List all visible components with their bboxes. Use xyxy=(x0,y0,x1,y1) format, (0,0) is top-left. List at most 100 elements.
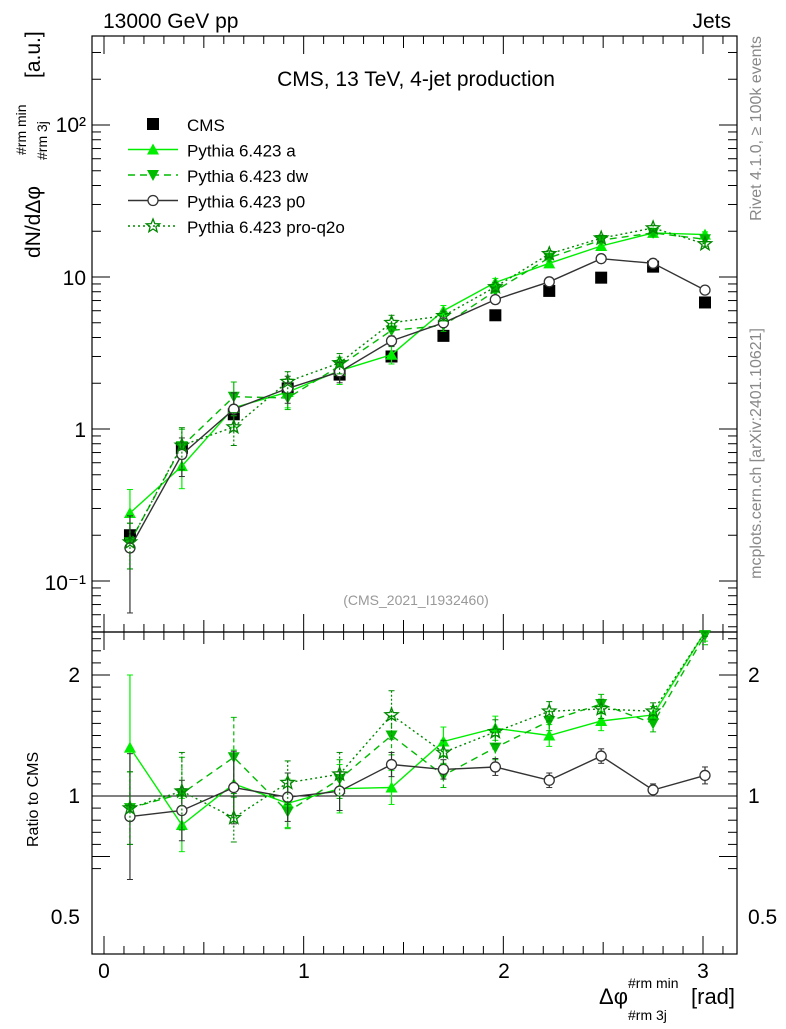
legend-item-pythia-6-423-a: Pythia 6.423 a xyxy=(128,142,296,161)
series-pythia-6-423-p0 xyxy=(124,253,711,614)
ratio-point xyxy=(647,784,659,796)
x-axis-label-unit: [rad] xyxy=(691,984,735,1009)
legend-marker xyxy=(144,217,162,234)
series-line-pythia-6-423-pro-q2o xyxy=(129,227,706,543)
ratio-point xyxy=(225,808,243,825)
data-point xyxy=(543,276,555,288)
ratio-point xyxy=(333,785,346,797)
ratio-tick-label-1: 1 xyxy=(68,785,80,808)
series-pythia-6-423-pro-q2o xyxy=(121,219,714,570)
ratio-point xyxy=(595,750,607,762)
data-point xyxy=(489,309,502,322)
ratio-tick-label-0.5: 0.5 xyxy=(51,906,80,929)
ratio-point xyxy=(385,758,398,771)
ratio-axis-label: Ratio to CMS xyxy=(25,752,42,847)
y-axis-label: dN/dΔφ #rm min #rm 3j [a.u.] xyxy=(13,31,50,258)
ratio-point xyxy=(489,742,502,754)
y-tick-label-1: 1 xyxy=(74,419,86,442)
ratio-point xyxy=(121,799,139,816)
ratio-plot-frame xyxy=(91,631,738,955)
series-line-pythia-6-423-p0 xyxy=(129,257,706,549)
ratio-series-group xyxy=(121,630,711,880)
analysis-watermark: (CMS_2021_I1932460) xyxy=(343,592,489,608)
ratio-point xyxy=(123,741,136,753)
data-point xyxy=(489,293,501,306)
legend-marker xyxy=(147,170,159,181)
main-axis-ticks xyxy=(92,36,737,954)
ratio-point xyxy=(543,729,556,741)
x-tick-label-0: 0 xyxy=(98,960,110,983)
data-point xyxy=(121,533,139,550)
ratio-point xyxy=(698,630,711,642)
legend-item-cms: CMS xyxy=(147,116,225,135)
data-point xyxy=(228,403,240,415)
x-axis-label-sup: #rm min xyxy=(628,975,679,991)
data-point xyxy=(696,235,714,252)
series-line-pythia-6-423-dw xyxy=(129,232,706,543)
ratio-point xyxy=(487,723,504,739)
data-point xyxy=(647,257,659,269)
data-point xyxy=(385,348,398,360)
ratio-axis-ticks xyxy=(92,638,737,870)
y-tick-label-10: 10 xyxy=(63,267,86,290)
y-tick-label-0.1: 10⁻¹ xyxy=(45,572,86,595)
ratio-point xyxy=(540,702,558,719)
ratio-right-tick-label-2: 2 xyxy=(748,664,760,687)
ratio-point xyxy=(592,700,610,716)
data-point xyxy=(225,418,243,435)
ratio-point xyxy=(173,782,191,799)
ratio-point xyxy=(489,761,501,773)
legend-label: Pythia 6.423 a xyxy=(187,142,296,161)
ratio-point xyxy=(385,781,398,793)
x-tick-label-1: 1 xyxy=(298,960,310,983)
data-point xyxy=(699,284,711,296)
legend-item-pythia-6-423-dw: Pythia 6.423 dw xyxy=(128,167,309,186)
x-axis-label-sub: #rm 3j xyxy=(628,1007,667,1023)
ratio-point xyxy=(435,743,452,760)
legend-label: Pythia 6.423 dw xyxy=(187,167,309,186)
x-axis-label: Δφ #rm min #rm 3j [rad] xyxy=(599,975,735,1023)
ratio-tick-label-2: 2 xyxy=(68,664,80,687)
data-point xyxy=(331,354,348,371)
legend-label: CMS xyxy=(187,116,225,135)
data-point xyxy=(595,271,608,284)
data-point xyxy=(540,245,558,261)
data-point xyxy=(698,234,711,246)
y-axis-label-main: dN/dΔφ xyxy=(22,186,45,258)
data-point xyxy=(592,229,610,246)
y-axis-label-unit: [a.u.] xyxy=(22,31,45,78)
ratio-point xyxy=(699,769,711,782)
ratio-line-pythia-6-423-p0 xyxy=(129,755,706,818)
data-point xyxy=(644,219,662,236)
header-right: Jets xyxy=(692,10,731,33)
svg-text:dN/dΔφ: dN/dΔφ xyxy=(22,186,45,258)
legend-marker xyxy=(147,118,159,130)
legend: CMS Pythia 6.423 a Pythia 6.423 dw Pythia 6… xyxy=(128,116,345,237)
data-point xyxy=(487,278,504,295)
ratio-right-tick-label-1: 1 xyxy=(748,785,760,808)
ratio-point xyxy=(595,714,608,726)
data-point xyxy=(435,307,452,323)
ratio-point xyxy=(543,774,555,786)
rivet-version: Rivet 4.1.0, ≥ 100k events xyxy=(748,36,765,221)
legend-item-pythia-6-423-p0: Pythia 6.423 p0 xyxy=(128,193,305,212)
y-axis-label-sup: #rm min xyxy=(13,104,29,155)
ratio-right-tick-label-0.5: 0.5 xyxy=(748,906,777,929)
data-point xyxy=(279,372,297,389)
legend-item-pythia-6-423-pro-q2o: Pythia 6.423 pro-q2o xyxy=(128,217,345,237)
data-point xyxy=(123,507,136,519)
data-point xyxy=(543,284,556,297)
legend-marker xyxy=(147,194,159,207)
data-point xyxy=(437,329,450,342)
y-axis-label-sub: #rm 3j xyxy=(34,121,50,160)
legend-label: Pythia 6.423 p0 xyxy=(187,193,305,212)
ratio-line-pythia-6-423-pro-q2o xyxy=(129,631,706,819)
data-point xyxy=(698,296,711,309)
ratio-point xyxy=(644,702,662,719)
ratio-point xyxy=(331,765,349,782)
x-tick-label-2: 2 xyxy=(498,960,510,983)
data-point xyxy=(595,253,607,265)
ratio-series-pythia-6-423-pro-q2o xyxy=(121,631,708,845)
mcplots-reference: mcplots.cern.ch [arXiv:2401.10621] xyxy=(748,328,765,579)
